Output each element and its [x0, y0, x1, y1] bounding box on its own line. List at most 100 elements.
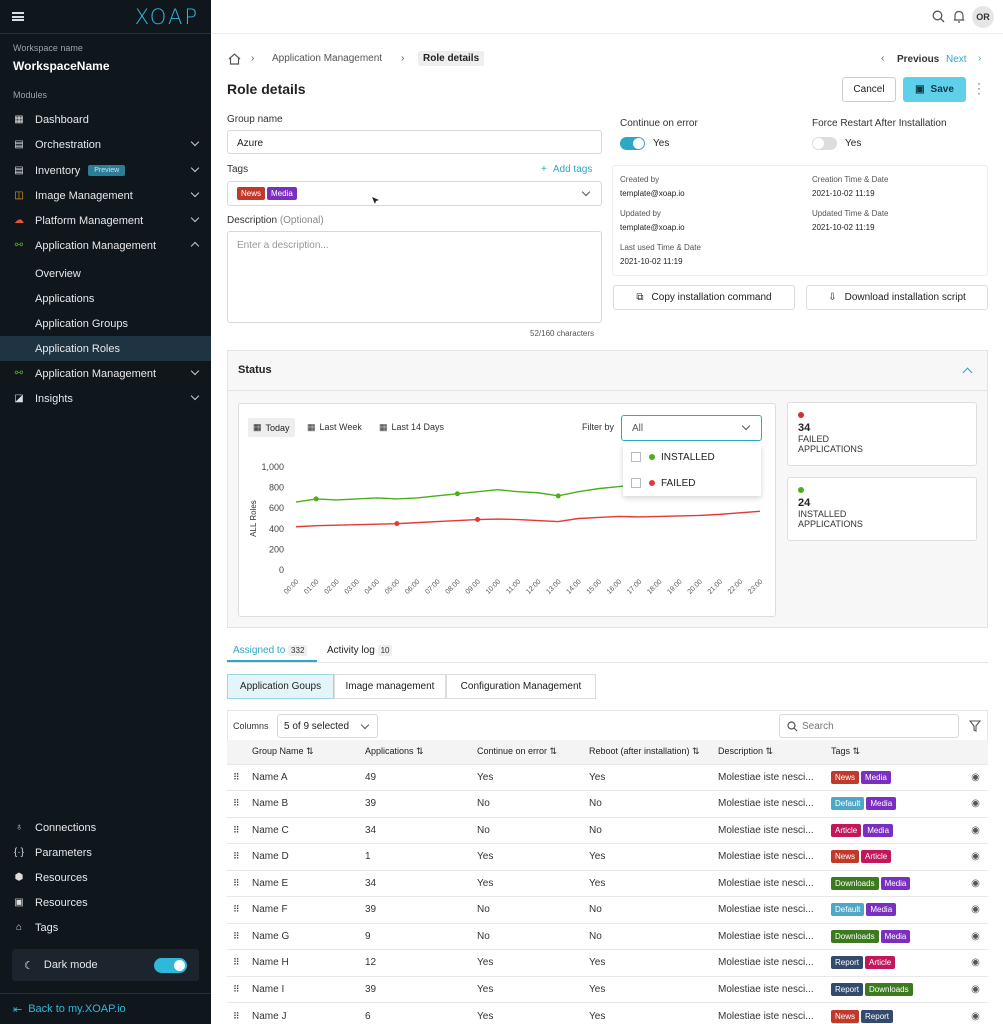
table-row[interactable]: ⠿ Name J 6 Yes Yes Molestiae iste nesci... New…: [227, 1002, 988, 1024]
nav-platform-management[interactable]: ☁ Platform Management: [0, 208, 211, 233]
eye-icon[interactable]: ◉: [963, 949, 988, 976]
range-last-week[interactable]: ▦ Last Week: [307, 422, 362, 433]
tag-badge[interactable]: News: [831, 770, 860, 784]
tag-media[interactable]: Media: [267, 187, 297, 200]
drag-handle-icon[interactable]: ⠿: [227, 843, 252, 870]
tag-badge[interactable]: Media: [880, 929, 911, 943]
filter-option-failed[interactable]: FAILED: [623, 470, 761, 496]
range-last-14-days[interactable]: ▦ Last 14 Days: [379, 422, 444, 433]
nav-parameters[interactable]: {·} Parameters: [0, 840, 211, 865]
drag-handle-icon[interactable]: ⠿: [227, 763, 252, 791]
tag-badge[interactable]: Article: [861, 850, 892, 864]
home-icon[interactable]: [228, 53, 241, 65]
nav-dashboard[interactable]: ▦ Dashboard: [0, 107, 211, 132]
tag-badge[interactable]: Media: [861, 770, 891, 784]
tab-assigned-to[interactable]: Assigned to 332: [227, 641, 317, 662]
filter-select[interactable]: All: [621, 415, 762, 441]
continue-on-error-toggle[interactable]: [620, 137, 645, 150]
chevron-right-icon[interactable]: ›: [978, 53, 982, 64]
more-options-icon[interactable]: · · ·: [977, 76, 981, 100]
eye-icon[interactable]: ◉: [963, 1002, 988, 1024]
col-group-name[interactable]: Group Name ⇅: [252, 740, 365, 764]
chevron-left-icon[interactable]: ‹: [881, 53, 885, 64]
tag-badge[interactable]: Media: [866, 903, 897, 917]
tag-badge[interactable]: Default: [831, 797, 865, 811]
table-row[interactable]: ⠿ Name D 1 Yes Yes Molestiae iste nesci... New…: [227, 843, 988, 870]
columns-select[interactable]: 5 of 9 selected: [277, 714, 378, 738]
drag-handle-icon[interactable]: ⠿: [227, 1002, 252, 1024]
col-tags[interactable]: Tags ⇅: [831, 740, 963, 764]
tag-badge[interactable]: Report: [831, 956, 864, 970]
filter-icon[interactable]: [969, 720, 981, 732]
dark-mode-toggle[interactable]: [154, 958, 187, 973]
nav-applications[interactable]: Applications: [0, 286, 211, 311]
bell-icon[interactable]: [953, 10, 965, 23]
workspace-name[interactable]: WorkspaceName: [13, 59, 110, 73]
tag-badge[interactable]: Media: [863, 823, 894, 837]
back-link[interactable]: ⇤ Back to my.XOAP.io: [0, 993, 211, 1024]
eye-icon[interactable]: ◉: [963, 790, 988, 817]
nav-tags[interactable]: ⌂ Tags: [0, 915, 211, 940]
save-button[interactable]: ▣ Save: [903, 77, 966, 102]
tag-badge[interactable]: Media: [880, 876, 911, 890]
table-row[interactable]: ⠿ Name I 39 Yes Yes Molestiae iste nesci... Re…: [227, 975, 988, 1003]
tag-badge[interactable]: Article: [831, 823, 862, 837]
col-description[interactable]: Description ⇅: [718, 740, 831, 764]
cancel-button[interactable]: Cancel: [842, 77, 896, 102]
eye-icon[interactable]: ◉: [963, 843, 988, 870]
tag-badge[interactable]: Article: [865, 956, 896, 970]
force-restart-toggle[interactable]: [812, 137, 837, 150]
table-row[interactable]: ⠿ Name C 34 No No Molestiae iste nesci... Arti…: [227, 816, 988, 844]
tag-badge[interactable]: Downloads: [865, 982, 913, 996]
subtab-image-management[interactable]: Image management: [334, 674, 446, 699]
col-applications[interactable]: Applications ⇅: [365, 740, 477, 764]
nav-insights[interactable]: ◪ Insights: [0, 386, 211, 411]
nav-resources[interactable]: ⬢ Resources: [0, 865, 211, 890]
breadcrumb-application-management[interactable]: Application Management: [272, 53, 383, 64]
nav-application-groups[interactable]: Application Groups: [0, 311, 211, 336]
table-row[interactable]: ⠿ Name B 39 No No Molestiae iste nesci... Defa…: [227, 790, 988, 817]
tag-badge[interactable]: News: [831, 1009, 860, 1023]
previous-link[interactable]: Previous: [897, 54, 940, 65]
nav-application-roles[interactable]: Application Roles: [0, 336, 211, 361]
next-link[interactable]: Next: [946, 54, 967, 65]
drag-handle-icon[interactable]: ⠿: [227, 922, 252, 950]
add-tags-button[interactable]: + Add tags: [541, 164, 592, 175]
table-row[interactable]: ⠿ Name A 49 Yes Yes Molestiae iste nesci... Ne…: [227, 763, 988, 791]
table-row[interactable]: ⠿ Name H 12 Yes Yes Molestiae iste nesci... Re…: [227, 949, 988, 976]
tag-news[interactable]: News: [237, 187, 266, 200]
download-script-button[interactable]: ⇩ Download installation script: [806, 285, 988, 310]
eye-icon[interactable]: ◉: [963, 869, 988, 897]
drag-handle-icon[interactable]: ⠿: [227, 975, 252, 1003]
col-continue-on-error[interactable]: Continue on error ⇅: [477, 740, 589, 764]
drag-handle-icon[interactable]: ⠿: [227, 816, 252, 844]
avatar[interactable]: OR: [972, 6, 994, 28]
tab-activity-log[interactable]: Activity log 10: [321, 641, 403, 662]
checkbox[interactable]: [631, 452, 641, 462]
copy-install-command-button[interactable]: ⧉ Copy installation command: [613, 285, 795, 310]
checkbox[interactable]: [631, 478, 641, 488]
table-row[interactable]: ⠿ Name F 39 No No Molestiae iste nesci... Defa…: [227, 896, 988, 923]
table-row[interactable]: ⠿ Name E 34 Yes Yes Molestiae iste nesci... Do…: [227, 869, 988, 897]
drag-handle-icon[interactable]: ⠿: [227, 896, 252, 923]
drag-handle-icon[interactable]: ⠿: [227, 949, 252, 976]
group-name-input[interactable]: Azure: [227, 130, 602, 154]
status-header[interactable]: [228, 351, 987, 391]
nav-inventory[interactable]: ▤ Inventory Preview: [0, 158, 211, 183]
tag-badge[interactable]: Downloads: [831, 929, 879, 943]
tag-badge[interactable]: Media: [866, 797, 897, 811]
col-reboot[interactable]: Reboot (after installation) ⇅: [589, 740, 718, 764]
nav-overview[interactable]: Overview: [0, 261, 211, 286]
description-textarea[interactable]: Enter a description...: [227, 231, 602, 323]
filter-option-installed[interactable]: INSTALLED: [623, 444, 761, 470]
menu-icon[interactable]: [12, 12, 24, 21]
subtab-application-groups[interactable]: Application Goups: [227, 674, 334, 699]
eye-icon[interactable]: ◉: [963, 896, 988, 923]
table-search-input[interactable]: Search: [779, 714, 959, 738]
range-today[interactable]: ▦ Today: [248, 418, 295, 437]
nav-resources-2[interactable]: ▣ Resources: [0, 890, 211, 915]
nav-application-management-2[interactable]: ⚯ Application Management: [0, 361, 211, 386]
tag-badge[interactable]: News: [831, 850, 860, 864]
tag-badge[interactable]: Default: [831, 903, 865, 917]
nav-orchestration[interactable]: ▤ Orchestration: [0, 132, 211, 157]
